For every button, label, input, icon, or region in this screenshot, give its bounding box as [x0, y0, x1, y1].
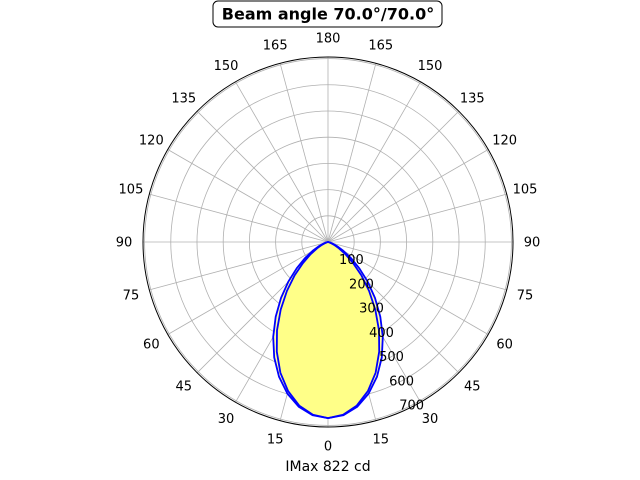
- angle-tick-label: 90: [524, 236, 541, 251]
- angle-tick-label: 60: [496, 338, 513, 353]
- angle-tick-label: 75: [517, 288, 534, 303]
- series-fills: [273, 242, 383, 419]
- radial-tick-labels: 100 200 300 400 500 600 700: [339, 253, 424, 413]
- grid-spoke: [327, 241, 507, 291]
- angle-tick-label: 135: [171, 91, 196, 106]
- angle-tick-label: 15: [267, 433, 284, 448]
- grid-spoke: [327, 81, 421, 243]
- angle-tick-label: 180: [316, 32, 341, 47]
- grid-spoke: [279, 63, 329, 243]
- angle-tick-label: 0: [324, 440, 332, 455]
- angle-tick-label: 15: [373, 433, 390, 448]
- grid-spoke: [327, 149, 489, 243]
- radial-tick-label: 100: [339, 253, 364, 268]
- radial-tick-label: 700: [399, 398, 424, 413]
- grid-spoke: [149, 193, 329, 243]
- angle-tick-label: 150: [214, 59, 239, 74]
- grid-spoke: [327, 110, 460, 243]
- radial-tick-label: 600: [389, 374, 414, 389]
- grid-spoke: [149, 241, 329, 291]
- radial-tick-label: 200: [349, 277, 374, 292]
- angle-tick-label: 135: [460, 91, 485, 106]
- angle-tick-label: 105: [119, 183, 144, 198]
- grid-spoke: [327, 193, 507, 243]
- angle-tick-label: 90: [116, 236, 133, 251]
- radial-tick-label: 500: [379, 350, 404, 365]
- angle-tick-label: 60: [143, 338, 160, 353]
- angle-tick-labels: 0 15 30 45 60 75 90 105 120 135 150 165 180 165 150 135…: [116, 32, 541, 455]
- grid-spoke: [327, 241, 489, 335]
- angle-tick-label: 45: [175, 380, 192, 395]
- grid-spoke: [327, 63, 377, 243]
- angle-tick-label: 30: [218, 412, 235, 427]
- angle-tick-label: 165: [368, 38, 393, 53]
- angle-tick-label: 165: [263, 38, 288, 53]
- angle-tick-label: 105: [513, 183, 538, 198]
- angle-tick-label: 120: [492, 134, 517, 149]
- grid-spoke: [167, 241, 329, 335]
- radial-tick-label: 400: [369, 326, 394, 341]
- angle-tick-label: 30: [422, 412, 439, 427]
- chart-title: Beam angle 70.0°/70.0°: [222, 5, 434, 24]
- grid-spoke: [235, 81, 329, 243]
- angle-tick-label: 150: [418, 59, 443, 74]
- radial-tick-label: 300: [359, 302, 384, 317]
- series-line-1: [275, 241, 381, 419]
- series-lines: [272, 241, 384, 419]
- series-fill-1: [276, 242, 380, 419]
- outer-circle: [142, 56, 514, 428]
- angle-tick-label: 75: [123, 288, 140, 303]
- grid-spoke: [196, 110, 329, 243]
- angle-tick-label: 120: [139, 134, 164, 149]
- grid-spoke: [167, 149, 329, 243]
- x-axis-label: IMax 822 cd: [285, 459, 370, 475]
- title-box: Beam angle 70.0°/70.0°: [212, 0, 443, 28]
- angle-tick-label: 45: [464, 380, 481, 395]
